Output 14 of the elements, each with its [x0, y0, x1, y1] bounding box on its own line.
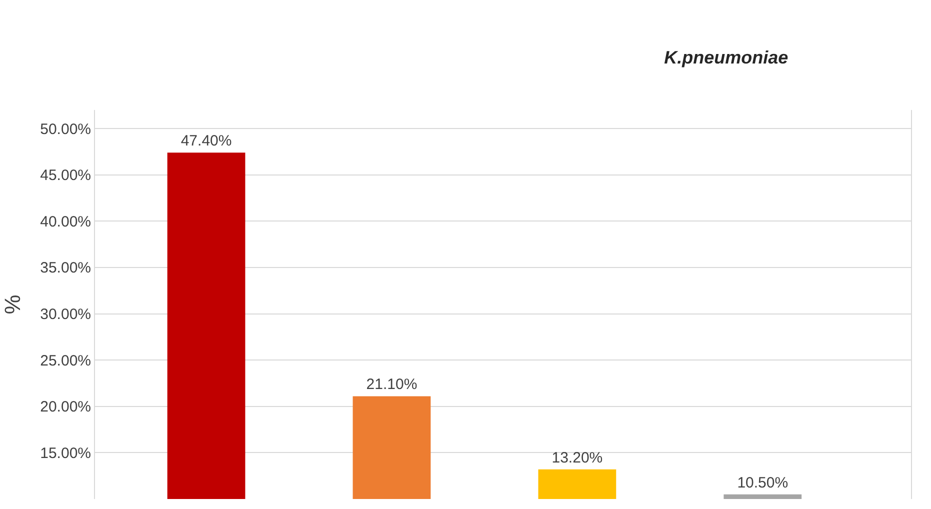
y-tick-label: 15.00%: [40, 444, 91, 462]
data-label: 47.40%: [180, 132, 232, 150]
y-tick-label: 50.00%: [40, 120, 91, 138]
data-label: 10.50%: [737, 474, 788, 492]
data-label: 13.20%: [552, 449, 603, 466]
y-tick-label: 30.00%: [40, 306, 91, 324]
chart-title: K.pneumoniae: [664, 48, 788, 68]
data-label: 21.10%: [366, 376, 418, 394]
y-tick-label: 40.00%: [40, 213, 91, 230]
y-tick-label: 35.00%: [40, 260, 91, 277]
y-axis-title: %: [0, 294, 25, 314]
y-tick-label: 25.00%: [40, 352, 91, 370]
y-tick-label: 45.00%: [40, 167, 91, 184]
y-tick-label: 20.00%: [40, 398, 91, 416]
